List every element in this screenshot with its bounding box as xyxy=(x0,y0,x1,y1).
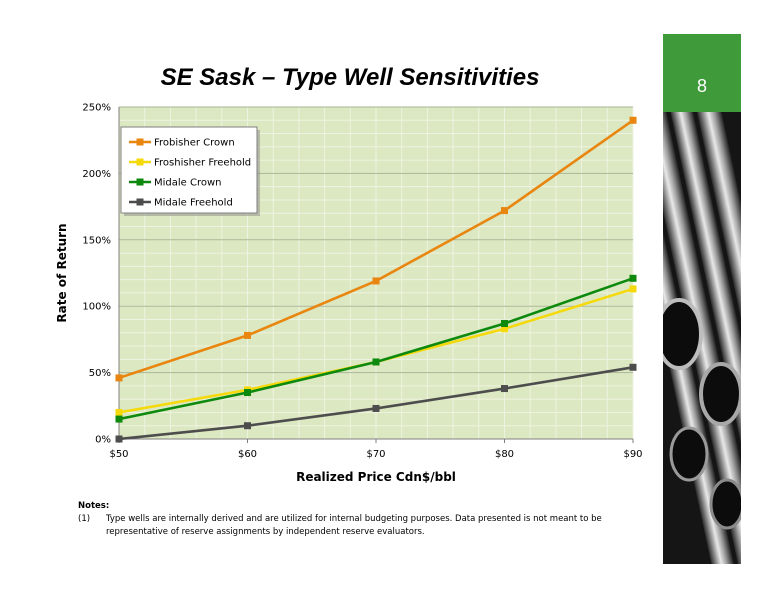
series-1-point xyxy=(115,374,123,382)
y-axis-title: Rate of Return xyxy=(55,223,69,322)
y-tick-label: 50% xyxy=(89,368,111,379)
x-tick-label: $50 xyxy=(109,449,128,460)
legend-label: Midale Freehold xyxy=(154,198,233,209)
series-1-point xyxy=(501,207,508,215)
legend-marker xyxy=(136,178,144,186)
series-4-point xyxy=(115,435,123,443)
notes-heading: Notes: xyxy=(78,501,110,511)
x-axis-title: Realized Price Cdn$/bbl xyxy=(296,470,456,484)
series xyxy=(115,116,637,443)
series-4-point xyxy=(372,404,380,412)
note-text: Type wells are internally derived and ar… xyxy=(106,513,602,539)
series-2-point xyxy=(629,285,637,293)
page-number: 8 xyxy=(696,76,707,96)
legend-label: Midale Crown xyxy=(154,178,222,189)
series-3-point xyxy=(372,358,380,366)
note-text-line-2: representative of reserve assignments by… xyxy=(106,527,425,537)
y-tick-label: 250% xyxy=(82,103,111,114)
y-tick-label: 150% xyxy=(82,235,111,246)
series-2-point xyxy=(115,408,123,416)
note-number: (1) xyxy=(78,514,91,524)
legend-marker xyxy=(136,158,144,166)
page-badge: 8 xyxy=(663,34,741,112)
series-2-point xyxy=(501,325,508,333)
note-text-line-1: Type wells are internally derived and ar… xyxy=(106,514,602,524)
legend-label: Froshisher Freehold xyxy=(154,158,251,169)
legend-label: Frobisher Crown xyxy=(154,138,235,149)
x-tick-label: $60 xyxy=(238,449,257,460)
legend-marker xyxy=(136,198,144,206)
series-4-point xyxy=(501,385,508,393)
pipes-illustration xyxy=(663,34,741,564)
y-tick-label: 200% xyxy=(82,169,111,180)
series-3-point xyxy=(501,319,508,327)
series-3-point xyxy=(244,389,251,397)
x-tick-label: $70 xyxy=(366,449,385,460)
slide-title: SE Sask – Type Well Sensitivities xyxy=(160,64,540,91)
series-4-point xyxy=(244,422,251,430)
series-1-point xyxy=(244,331,251,339)
series-3-point xyxy=(115,415,123,423)
x-tick-label: $80 xyxy=(495,449,514,460)
x-tick-label: $90 xyxy=(623,449,642,460)
y-tick-label: 0% xyxy=(95,435,111,446)
note-item: (1) Type wells are internally derived an… xyxy=(78,513,648,539)
series-1-point xyxy=(372,277,380,285)
legend-marker xyxy=(136,138,144,146)
pipes-image: 8 xyxy=(663,34,741,564)
series-1-point xyxy=(629,116,637,124)
line-chart: 0% 50% 100% 150% 200% 250% $50 $60 $70 $80 $90 Fro… xyxy=(55,103,643,485)
y-tick-label: 100% xyxy=(82,302,111,313)
legend: Frobisher Crown Froshisher Freehold Midale… xyxy=(120,126,260,216)
notes: Notes: (1) Type wells are internally der… xyxy=(78,500,648,539)
series-3-point xyxy=(629,274,637,282)
series-4-point xyxy=(629,363,637,371)
axes: 0% 50% 100% 150% 200% 250% $50 $60 $70 $80 $90 xyxy=(82,103,642,461)
